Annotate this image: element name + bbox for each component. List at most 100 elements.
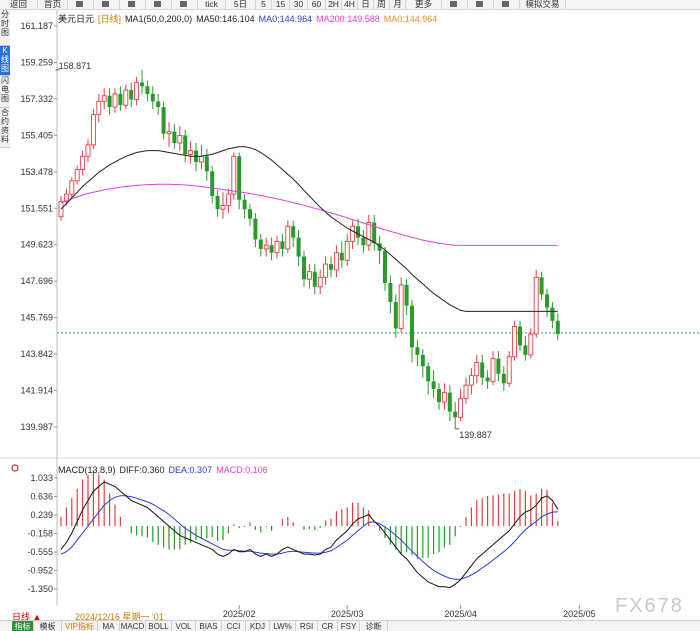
legend-ma0b: MA0:144.964 xyxy=(383,14,438,24)
indicator-tab-6[interactable]: VOL xyxy=(172,621,196,631)
toolbar-item-4[interactable] xyxy=(120,0,146,9)
legend-ma200: MA200:149.588 xyxy=(316,14,380,24)
toolbar-item-0[interactable]: 返回 xyxy=(0,0,38,9)
price-axis: 161.187 159.259 157.332 155.405 153.478 151.5… xyxy=(20,10,58,605)
bar-icon xyxy=(102,1,109,7)
toolbar-item-5[interactable] xyxy=(146,0,172,9)
candle-body-up xyxy=(458,397,464,418)
left-tab-3[interactable]: 合约资料 xyxy=(0,108,10,148)
candle-body-up xyxy=(166,131,172,135)
toolbar-label: 2H xyxy=(328,0,339,9)
candle-body-down xyxy=(437,388,441,403)
macd-tick-label: -0.158 xyxy=(27,528,53,538)
legend-ma50: MA50:146.104 xyxy=(196,14,255,24)
toolbar-item-9[interactable]: 5 xyxy=(256,0,272,9)
candle-body-up xyxy=(285,225,291,250)
settings-icon xyxy=(11,464,19,472)
candle-body-up xyxy=(177,135,183,144)
toolbar-item-6[interactable] xyxy=(172,0,198,9)
candle-body-down xyxy=(253,218,258,240)
candle-body-down xyxy=(393,301,398,329)
candle-body-down xyxy=(302,256,306,280)
candle-body-up xyxy=(317,276,323,288)
toolbar-label: 首页 xyxy=(43,0,61,9)
candle-body-down xyxy=(269,245,274,253)
toolbar-item-3[interactable] xyxy=(94,0,120,9)
candle-body-up xyxy=(80,155,86,170)
toolbar-label: 返回 xyxy=(9,0,27,9)
candle-body-down xyxy=(210,171,215,196)
left-tab-0[interactable]: 分时图 xyxy=(0,10,10,46)
indicator-tab-11[interactable]: RSI xyxy=(296,621,318,631)
candle-body-up xyxy=(188,150,194,155)
indicator-tab-1[interactable]: 模板 xyxy=(34,621,62,631)
candle-body-up xyxy=(63,193,69,203)
left-tab-1[interactable]: K线图 xyxy=(0,46,10,76)
candle-body-down xyxy=(118,93,123,106)
candle-body-up xyxy=(220,204,226,210)
toolbar-item-15[interactable]: 日 xyxy=(358,0,374,9)
toolbar-item-10[interactable]: 15 xyxy=(272,0,290,9)
indicator-tab-10[interactable]: LW% xyxy=(270,621,296,631)
toolbar-item-14[interactable]: 4H xyxy=(342,0,358,9)
candle-body-up xyxy=(231,155,237,195)
toolbar-item-11[interactable]: 30 xyxy=(290,0,308,9)
macd-panel: 1.033 0.636 0.239 -0.158 -0.555 -0.952 -1.350 xyxy=(11,464,559,594)
candle-body-down xyxy=(356,226,360,238)
toolbar-item-13[interactable]: 2H xyxy=(326,0,342,9)
candle-body-down xyxy=(501,373,506,384)
candle-body-down xyxy=(545,294,549,308)
watermark: FX678 xyxy=(615,595,684,617)
candle-body-up xyxy=(96,100,102,116)
candle-body-up xyxy=(528,333,534,356)
indicator-tab-3[interactable]: MA xyxy=(98,621,120,631)
period-indicator[interactable]: 日线 ▲ xyxy=(12,612,42,622)
left-tab-2[interactable]: 闪电图 xyxy=(0,76,10,108)
macd-tick-label: -0.555 xyxy=(27,547,53,557)
toolbar-item-16[interactable]: 周 xyxy=(374,0,390,9)
toolbar-item-20[interactable] xyxy=(468,0,494,9)
indicator-tab-2[interactable]: VIP指标 xyxy=(62,621,98,631)
candle-body-down xyxy=(312,271,317,287)
candle-body-down xyxy=(150,93,155,102)
candle-body-up xyxy=(134,82,140,100)
toolbar-item-22[interactable]: 模拟交易 xyxy=(520,0,566,9)
indicator-tab-14[interactable]: 诊断 xyxy=(360,621,388,631)
indicator-tab-12[interactable]: CR xyxy=(318,621,338,631)
candle-body-up xyxy=(323,263,329,278)
candle-body-down xyxy=(296,237,301,257)
macd-tick-label: 1.033 xyxy=(30,473,53,483)
indicator-tab-7[interactable]: BIAS xyxy=(196,621,222,631)
low-label: 139.887 xyxy=(459,430,492,440)
indicator-tab-4[interactable]: MACD xyxy=(120,621,146,631)
legend-symbol: 美元日元 xyxy=(58,14,95,24)
indicator-tab-5[interactable]: BOLL xyxy=(146,621,172,631)
toolbar-item-19[interactable] xyxy=(442,0,468,9)
macd-diff: DIFF:0.360 xyxy=(119,465,165,475)
date-tick-label: 2025/03 xyxy=(331,609,364,619)
fx-icon xyxy=(450,1,457,7)
candle-body-down xyxy=(237,156,242,200)
toolbar-item-1[interactable]: 首页 xyxy=(38,0,68,9)
toolbar-item-12[interactable]: 60 xyxy=(308,0,326,9)
toolbar-item-2[interactable] xyxy=(68,0,94,9)
toolbar-item-7[interactable]: tick xyxy=(198,0,226,9)
candle-body-down xyxy=(248,209,252,219)
date-tick-label: 2025/04 xyxy=(444,609,477,619)
candle-body-up xyxy=(225,193,231,206)
toolbar-item-18[interactable]: 更多 xyxy=(406,0,442,9)
indicator-tab-0[interactable]: 指标 xyxy=(12,621,34,631)
indicator-tab-13[interactable]: FSY xyxy=(338,621,360,631)
macd-tick-label: -1.350 xyxy=(27,584,53,594)
candle-body-down xyxy=(156,101,161,108)
toolbar-label: 周 xyxy=(377,0,386,9)
toolbar-label: 30 xyxy=(293,0,304,9)
indicator-tab-8[interactable]: CCI xyxy=(222,621,246,631)
toolbar-item-8[interactable]: 5日 xyxy=(226,0,256,9)
toolbar-item-17[interactable]: 月 xyxy=(390,0,406,9)
candle-body-up xyxy=(58,201,64,218)
indicator-tab-9[interactable]: KDJ xyxy=(246,621,270,631)
candle-body-down xyxy=(410,305,414,348)
draw-icon xyxy=(476,1,483,7)
toolbar-item-21[interactable] xyxy=(494,0,520,9)
